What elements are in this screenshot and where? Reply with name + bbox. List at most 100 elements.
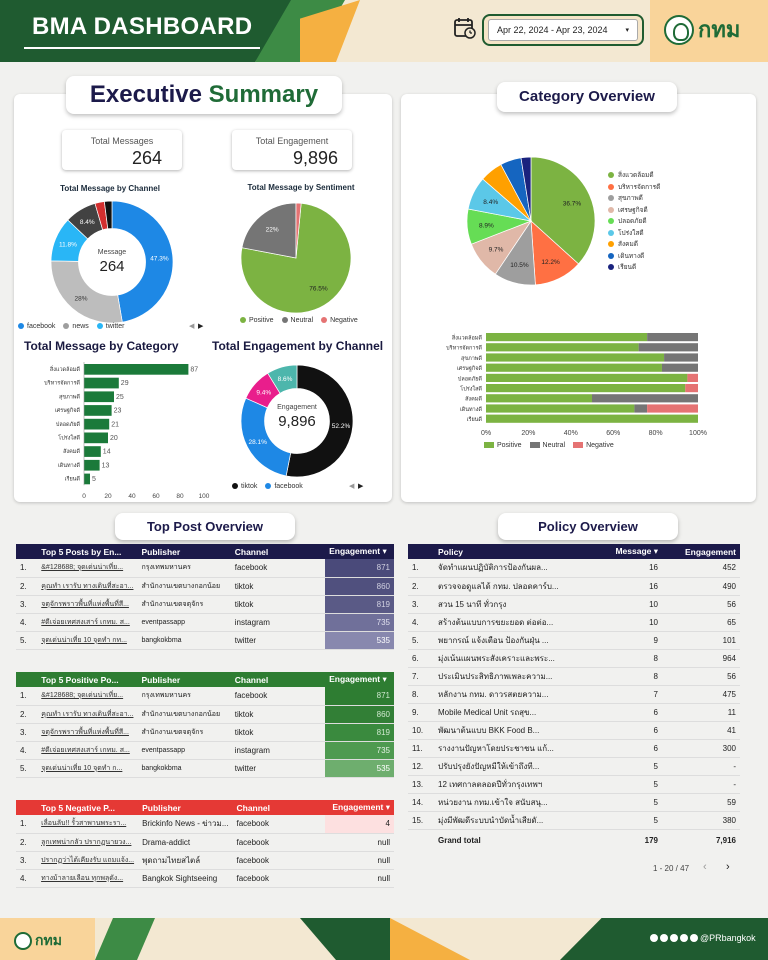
table-row[interactable]: 13. 12 เทศกาลตลอดปีทั่วกรุงเทพฯ 5- <box>408 775 740 794</box>
column-header[interactable]: Publisher <box>137 544 231 559</box>
column-header[interactable]: Engagement ▾ <box>325 672 394 687</box>
table-row[interactable]: 7. ประเมินประสิทธิภาพเพละความ... 8 56 <box>408 667 740 686</box>
slice-เรียนดี[interactable] <box>520 156 532 222</box>
column-header[interactable]: Channel <box>230 544 326 559</box>
youtube-icon[interactable] <box>660 934 668 942</box>
stack-bar-Neutral[interactable] <box>664 353 698 362</box>
stack-bar-Negative[interactable] <box>687 373 698 382</box>
table-row[interactable]: 8. หลักงาน กทม. ดาวรสตยความ... 7 475 <box>408 685 740 704</box>
stack-bar-Positive[interactable] <box>486 343 639 352</box>
pager-next-icon[interactable]: › <box>726 861 730 873</box>
table-row[interactable]: 1. &#128688; จุดเด่นน่าเที่ย... กรุงเทพมหา… <box>16 687 394 706</box>
category-bar[interactable] <box>84 391 114 403</box>
stack-bar-Positive[interactable] <box>486 384 686 393</box>
category-bar[interactable] <box>84 459 100 471</box>
column-header[interactable]: Channel <box>232 800 326 815</box>
category-stacked-bar-chart[interactable]: สิ่งแวดล้อมดีบริหารจัดการดีสุขภาพดีเศรษฐ… <box>412 328 712 442</box>
stack-bar-Positive[interactable] <box>486 394 592 403</box>
stack-bar-Neutral[interactable] <box>647 333 698 342</box>
stack-bar-Neutral[interactable] <box>634 404 648 413</box>
table-row[interactable]: 1. เลื่อนลับ!! รั้วสาพานพระรา... Brickinfo… <box>16 815 394 834</box>
table-row[interactable]: 9. Mobile Medical Unit รถสุข... 6 11 <box>408 703 740 722</box>
column-header[interactable]: Message ▾ <box>584 544 662 559</box>
category-bar[interactable] <box>84 377 119 389</box>
column-header[interactable]: Top 5 Positive Po... <box>37 672 138 687</box>
table-row[interactable]: 4. #ดีเจ่อยเทศสงเสาร์ เกทม. ส... eventpass… <box>16 613 394 632</box>
table-row[interactable]: 3. จตุจักรพราวพื้นที่แห่งพื้นที่สี... สำนั… <box>16 595 394 614</box>
table-row[interactable]: 3. ปรากฏว่าได้เคียงรับ แถมแจ้ง... พุดถามไท… <box>16 851 394 870</box>
table-row[interactable]: 11. รางงานปัญหาโดยประชาชน แก้... 6 300 <box>408 739 740 758</box>
column-header[interactable]: Top 5 Posts by En... <box>37 544 138 559</box>
slice-Neutral[interactable] <box>241 202 297 259</box>
category-bar[interactable] <box>84 432 108 444</box>
column-header[interactable] <box>16 544 38 559</box>
column-header[interactable]: Top 5 Negative P... <box>37 800 139 815</box>
stack-bar-Positive[interactable] <box>486 404 635 413</box>
table-row[interactable]: 5. จุดเด่นน่าเที่ย 10 จุดทำ กท... bangkokb… <box>16 631 394 650</box>
column-header[interactable]: Publisher <box>137 672 231 687</box>
stack-bar-Positive[interactable] <box>486 333 648 342</box>
table-row[interactable]: 2. ตรวจจอดูแลได้ กทม. ปลอดคาร์บ... 16 490 <box>408 577 740 596</box>
table-row[interactable]: 15. มุ่งมีพัฒดีระบบนำบัดน้ำเสียดั... 5 380 <box>408 811 740 830</box>
category-bar[interactable] <box>84 446 101 457</box>
slice-tiktok[interactable] <box>285 364 354 478</box>
table-row[interactable]: 5. พยากรณ์ แจ้งเตือน ป้องกันฝุ่น ... 9 101 <box>408 631 740 650</box>
table-row[interactable]: 10. พัฒนาต้นแบบ BKK Food B... 6 41 <box>408 721 740 740</box>
column-header[interactable]: Publisher <box>138 800 233 815</box>
twitter-icon[interactable] <box>670 934 678 942</box>
table-row[interactable]: 2. ลูกเทพน่ากลัว ปรากฏนายวง... Drama-addic… <box>16 833 394 852</box>
slice-สิ่งแวดล้อมดี[interactable] <box>530 156 596 265</box>
table-row[interactable]: 4. สร้างต้นแบบการขยะยอด ต่อต่อ... 10 65 <box>408 613 740 632</box>
table-row[interactable]: 3. จตุจักรพราวพื้นที่แห่งพื้นที่สี... สำนั… <box>16 723 394 742</box>
table-row[interactable]: 2. คุณทำ เรารับ ทางเดินที่สะอา... สำนักงาน… <box>16 705 394 724</box>
table-row[interactable]: 14. หน่วยงาน กทม.เข้าใจ สนับสนุ... 5 59 <box>408 793 740 812</box>
stack-bar-Neutral[interactable] <box>638 343 698 352</box>
slice-facebook[interactable] <box>111 200 174 323</box>
calendar-icon[interactable] <box>454 17 476 39</box>
pager-prev-icon[interactable]: ‹ <box>703 861 707 873</box>
column-header[interactable] <box>16 800 38 815</box>
category-bar[interactable] <box>84 418 110 430</box>
category-overview-pie-chart[interactable]: 36.7% 12.2% 10.5% 9.7% 8.9% 8.4% <box>466 156 596 286</box>
stack-bar-Negative[interactable] <box>685 384 698 393</box>
stack-bar-Positive[interactable] <box>486 363 662 372</box>
facebook-icon[interactable] <box>650 934 658 942</box>
stack-bar-Positive[interactable] <box>486 414 698 423</box>
table-row[interactable]: 4. ทางม้าลายเลือน ทุกพลุดัง... Bangkok Sig… <box>16 869 394 888</box>
stack-bar-Positive[interactable] <box>486 353 665 362</box>
slice-other3[interactable] <box>103 200 113 230</box>
stack-bar-Negative[interactable] <box>647 404 698 413</box>
table-row[interactable]: 4. #ดีเจ่อยเทศสงเสาร์ เกทม. ส... eventpass… <box>16 741 394 760</box>
column-header[interactable] <box>16 672 38 687</box>
stack-bar-Neutral[interactable] <box>661 363 698 372</box>
column-header[interactable]: Engagement ▾ <box>325 800 394 815</box>
legend-next-icon[interactable]: ▶ <box>198 323 204 330</box>
table-row[interactable]: 6. มุ่งเน้นแผนพระสังเคราะและพระ... 8 964 <box>408 649 740 668</box>
column-header[interactable]: Channel <box>230 672 326 687</box>
table-row[interactable]: 3. สวน 15 นาที ทั่วกรุง 10 56 <box>408 595 740 614</box>
category-bar[interactable] <box>84 473 90 485</box>
column-header[interactable]: Engagement ▾ <box>325 544 394 559</box>
sentiment-pie-chart[interactable]: 76.5% 22% <box>240 202 352 314</box>
stack-bar-Positive[interactable] <box>486 373 688 382</box>
category-bar[interactable] <box>84 405 112 416</box>
table-row[interactable]: 12. ปรับปรุงยังปัญหมีให้เข้าถึงที... 5- <box>408 757 740 776</box>
engagement-legend-prev-icon[interactable]: ◀ <box>349 483 355 490</box>
slice-Negative[interactable] <box>295 202 302 259</box>
slice-twitter[interactable] <box>267 364 298 394</box>
legend-prev-icon[interactable]: ◀ <box>189 323 195 330</box>
column-header[interactable] <box>408 544 434 559</box>
category-bar-chart[interactable]: สิ่งแวดล้อมดี 87 บริหารจัดการดี 29 สุขภาพดี 2… <box>18 358 218 502</box>
stack-bar-Neutral[interactable] <box>592 394 698 403</box>
instagram-icon[interactable] <box>680 934 688 942</box>
column-header[interactable]: Engagement <box>662 544 740 559</box>
engagement-donut-chart[interactable]: 52.2% 28.1% 9.4% 8.6% <box>240 364 354 478</box>
date-range-picker[interactable]: Apr 22, 2024 - Apr 23, 2024 ▾ <box>482 14 644 46</box>
table-row[interactable]: 1. จัดทำแผนปฏิบัติการป้องกันผล... 16 452 <box>408 559 740 578</box>
tiktok-icon[interactable] <box>690 934 698 942</box>
table-row[interactable]: 2. คุณทำ เรารับ ทางเดินที่สะอา... สำนักงาน… <box>16 577 394 596</box>
channel-donut-chart[interactable]: 47.3% 28% 11.8% 8.4% <box>50 200 174 324</box>
table-row[interactable]: 5. จุดเด่นน่าเที่ย 10 จุดทำ ก... bangkokbm… <box>16 759 394 778</box>
table-row[interactable]: 1. &#128688; จุดเด่นน่าเที่ย... กรุงเทพมหา… <box>16 559 394 578</box>
category-bar[interactable] <box>84 364 189 375</box>
